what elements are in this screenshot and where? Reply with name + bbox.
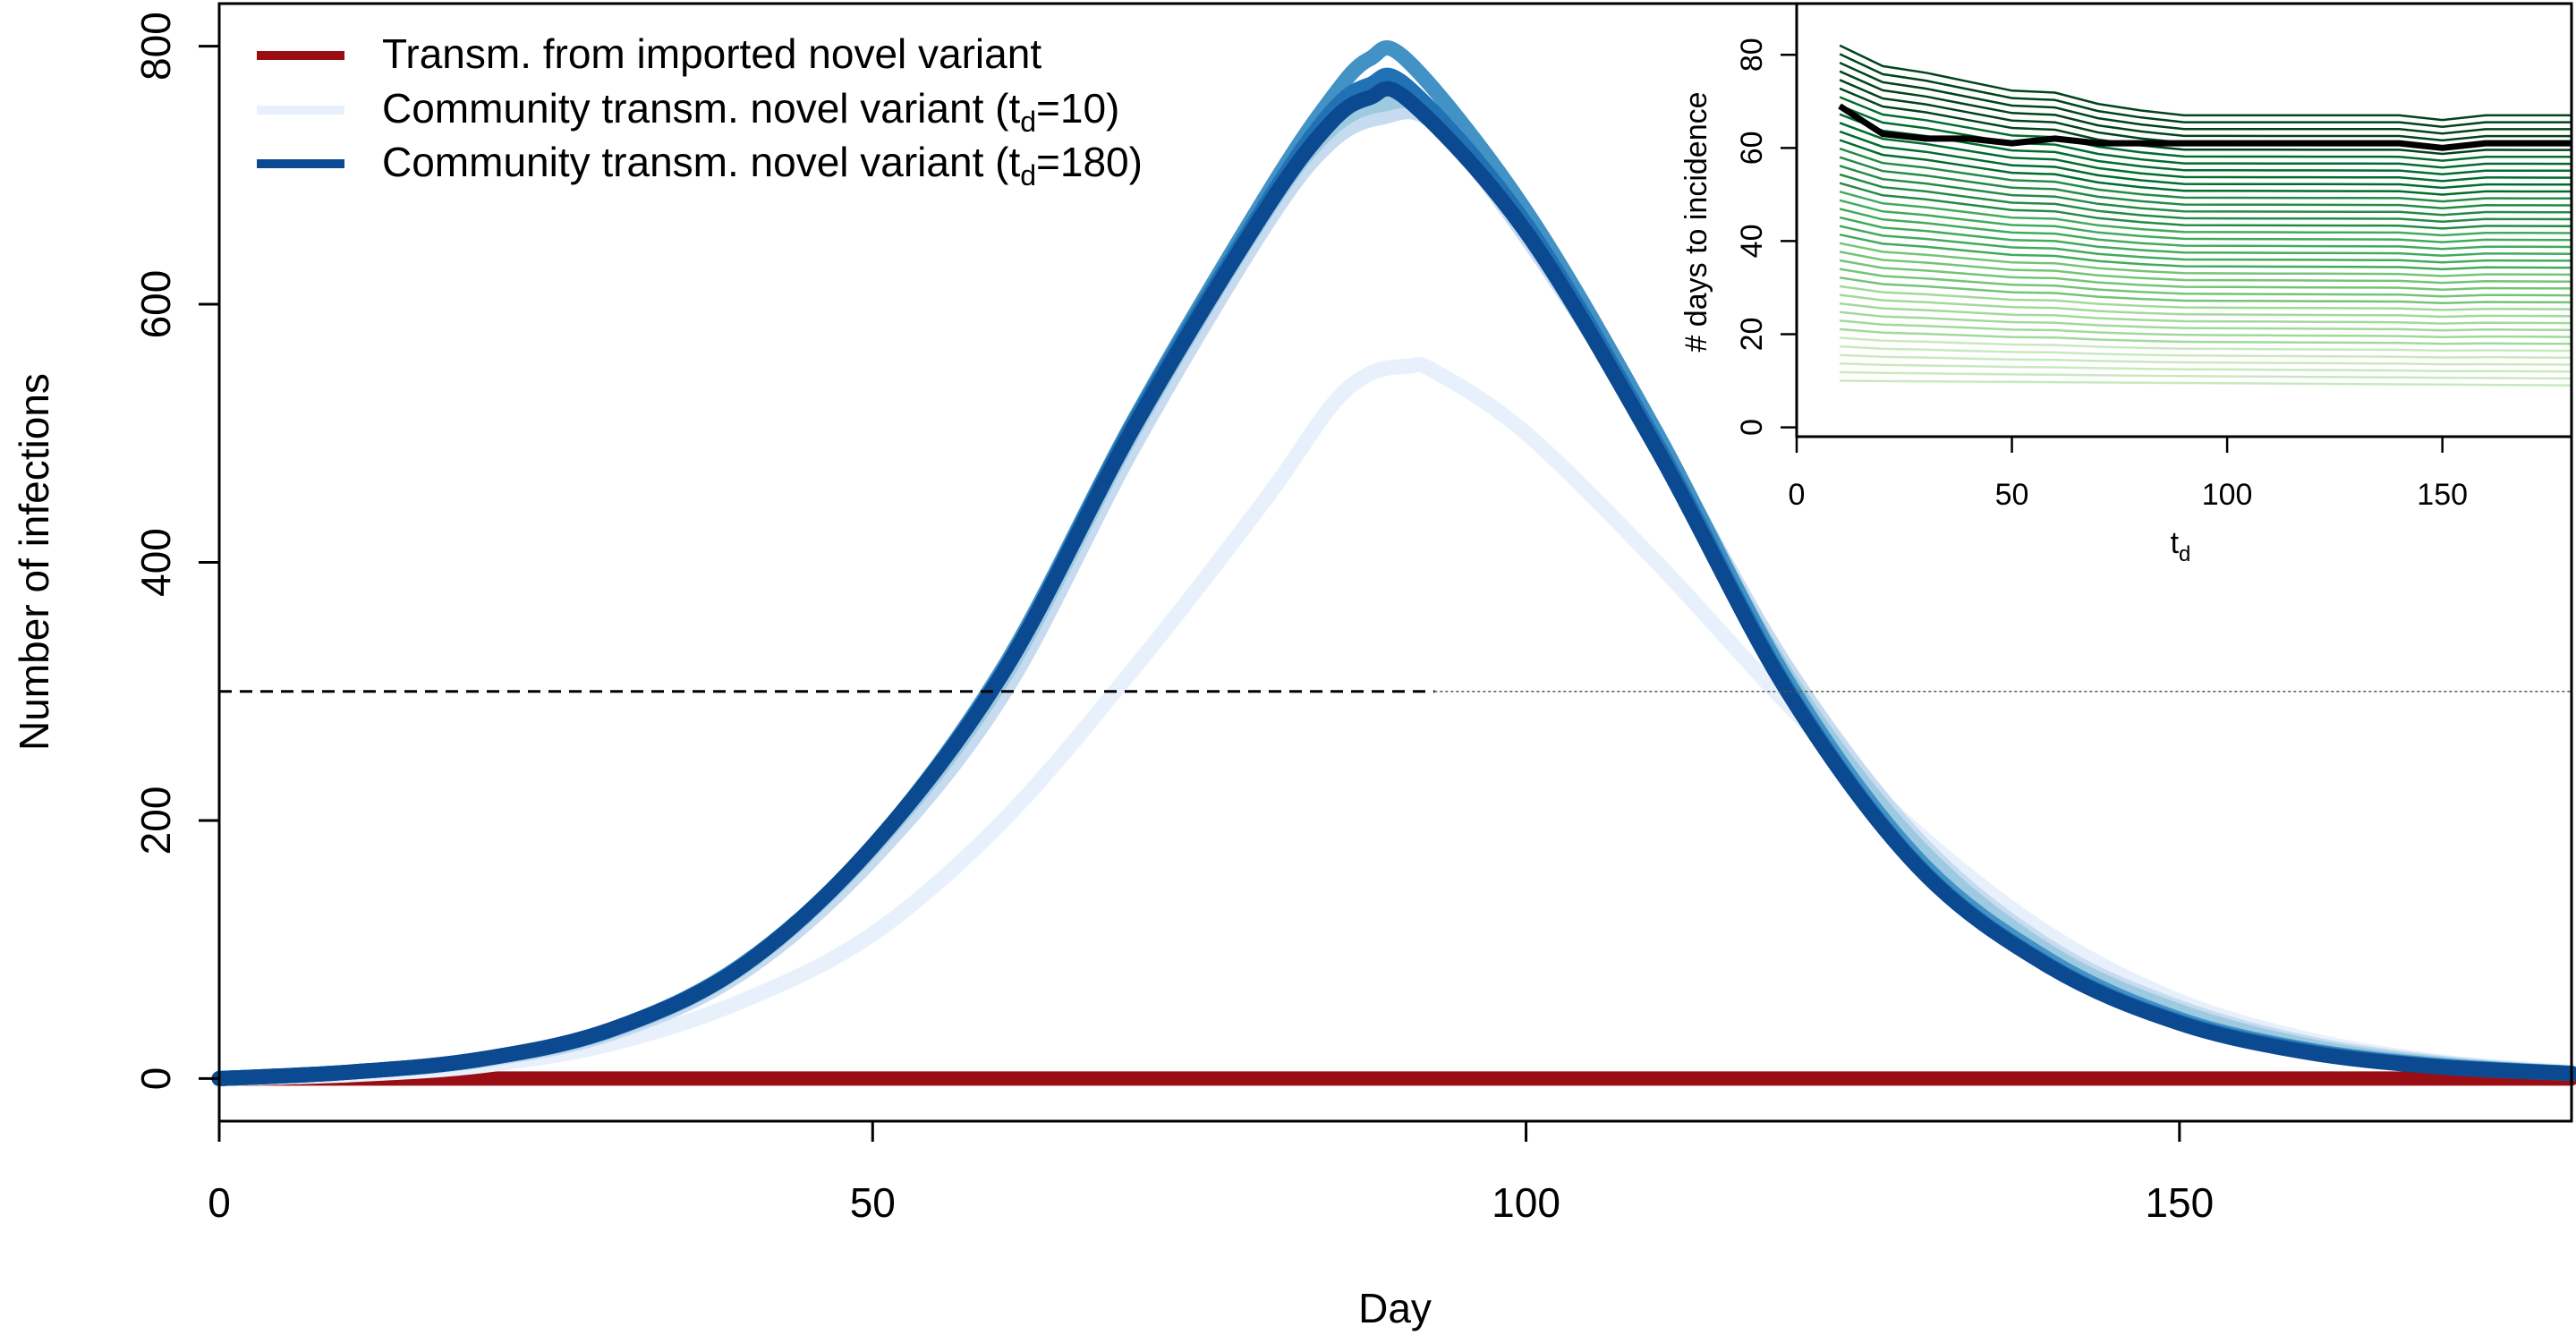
inset-band-line	[1839, 61, 2572, 135]
inset-band-line	[1839, 156, 2572, 209]
legend-label-td10: Community transm. novel variant (td=10)	[382, 85, 1119, 138]
inset-band-line	[1839, 310, 2572, 332]
inset-band-line	[1839, 104, 2572, 169]
inset-x-axis-label: td	[2171, 526, 2191, 566]
x-tick-label: 0	[208, 1179, 231, 1226]
legend-label-imported: Transm. from imported novel variant	[382, 30, 1041, 77]
main-series-group	[211, 40, 2576, 1086]
inset-band-line	[1840, 379, 2572, 387]
legend-label-td180: Community transm. novel variant (td=180)	[382, 139, 1143, 191]
inset-median-line	[1838, 103, 2572, 151]
inset-band-line	[1839, 225, 2572, 264]
x-tick-label: 100	[1492, 1179, 1560, 1226]
inset-band-line	[1839, 96, 2572, 162]
inset-band-line	[1839, 208, 2572, 251]
x-axis-label: Day	[1358, 1285, 1432, 1331]
inset-band-line	[1839, 302, 2572, 325]
inset-band-line	[1839, 285, 2572, 311]
inset-y-tick-label: 80	[1735, 38, 1769, 72]
inset-band-line	[1839, 259, 2572, 291]
inset-band-line	[1839, 216, 2572, 258]
inset-x-tick-label: 150	[2417, 478, 2468, 512]
inset-band-line	[1839, 233, 2572, 271]
inset-band-line	[1839, 182, 2572, 230]
inset-band-line	[1840, 344, 2572, 360]
inset-y-axis-label: # days to incidence	[1679, 91, 1713, 352]
inset-y-tick-label: 60	[1735, 131, 1769, 165]
inset-band-line	[1839, 165, 2572, 217]
inset-band-line	[1839, 122, 2572, 183]
inset-band-line	[1839, 293, 2572, 319]
legend: Transm. from imported novel variant Comm…	[257, 30, 1143, 191]
x-tick-label: 50	[850, 1179, 896, 1226]
inset-band-line	[1840, 362, 2572, 373]
series-line-6	[211, 81, 2576, 1086]
series-line-1	[211, 356, 2576, 1086]
y-tick-label: 200	[132, 787, 179, 855]
inset-band-line	[1840, 370, 2572, 380]
inset-band-line	[1839, 53, 2572, 128]
y-tick-label: 0	[132, 1067, 179, 1091]
inset-series-group	[1838, 44, 2572, 387]
inset-band-line	[1839, 130, 2572, 190]
inset-x-tick-label: 100	[2202, 478, 2253, 512]
inset-x-tick-label: 0	[1789, 478, 1806, 512]
y-axis-label: Number of infections	[11, 373, 57, 751]
inset-band-line	[1839, 113, 2572, 176]
main-plot-frame	[217, 2, 2573, 1123]
y-tick-label: 800	[132, 12, 179, 81]
inset-band-line	[1840, 327, 2572, 345]
inset-band-line	[1839, 70, 2572, 142]
inset-band-line	[1839, 199, 2572, 243]
inset-axes: 0 50 100 150 0 20 40 60 80	[1735, 38, 2468, 512]
inset-band-line	[1840, 336, 2572, 353]
inset-y-tick-label: 40	[1735, 225, 1769, 259]
inset-band-line	[1839, 190, 2572, 237]
inset-y-tick-label: 0	[1735, 419, 1769, 436]
inset-plot-frame	[1795, 2, 2573, 438]
inset-band-line	[1839, 87, 2572, 156]
inset-band-line	[1839, 251, 2572, 285]
inset-band-line	[1840, 353, 2572, 366]
inset-y-tick-label: 20	[1735, 318, 1769, 352]
inset-band-line	[1839, 173, 2572, 224]
inset-band-line	[1839, 242, 2572, 277]
y-tick-label: 400	[132, 528, 179, 597]
inset-band-line	[1839, 268, 2572, 298]
inset-plot: 0 50 100 150 0 20 40 60 80 td # days to incidenc…	[1679, 2, 2573, 566]
inset-band-line	[1839, 319, 2572, 339]
x-tick-label: 150	[2145, 1179, 2214, 1226]
y-tick-label: 600	[132, 270, 179, 339]
inset-band-line	[1839, 276, 2572, 305]
inset-band-line	[1839, 139, 2572, 196]
inset-band-line	[1839, 44, 2572, 122]
inset-x-tick-label: 50	[1995, 478, 2029, 512]
inset-band-line	[1839, 147, 2572, 203]
